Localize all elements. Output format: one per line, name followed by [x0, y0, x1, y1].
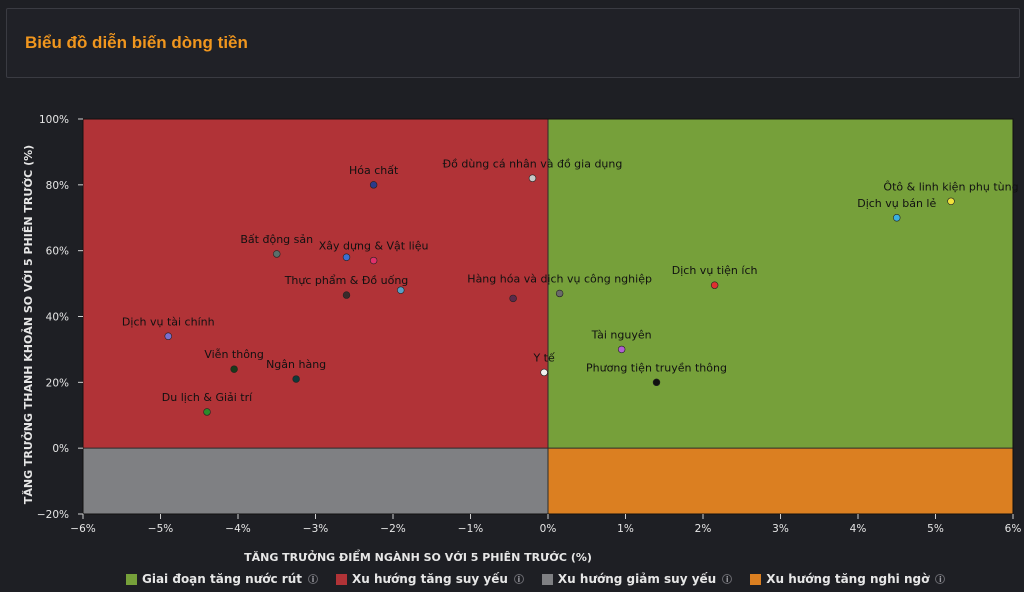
legend-swatch: [126, 573, 137, 585]
data-point[interactable]: [617, 345, 626, 354]
data-point[interactable]: [369, 181, 378, 189]
data-point[interactable]: [652, 378, 661, 387]
data-point[interactable]: [947, 197, 955, 205]
x-tick-label: −1%: [458, 523, 483, 535]
point-label: Viễn thông: [204, 348, 264, 361]
point-label: Y tế: [532, 351, 555, 364]
chart-legend: Giai đoạn tăng nước rút i Xu hướng tăng su…: [126, 571, 963, 587]
y-axis-title: TĂNG TRƯỞNG THANH KHOẢN SO VỚI 5 PHIÊN T…: [21, 145, 35, 504]
point-label: Dịch vụ tài chính: [122, 315, 215, 328]
legend-label: Xu hướng tăng nghi ngờ: [766, 572, 930, 586]
quadrant-0: [548, 119, 1013, 449]
x-tick-label: 3%: [772, 523, 789, 535]
data-point[interactable]: [369, 256, 378, 265]
y-tick-label: 60%: [46, 246, 69, 258]
legend-swatch: [335, 573, 347, 585]
data-point[interactable]: [710, 281, 719, 289]
point-label: Dịch vụ tiện ích: [672, 264, 758, 277]
legend-swatch: [750, 573, 762, 585]
data-point[interactable]: [342, 253, 351, 261]
info-icon[interactable]: i: [935, 574, 946, 584]
legend-item[interactable]: Xu hướng tăng nghi ngờ i: [750, 572, 946, 586]
info-icon[interactable]: i: [722, 574, 733, 584]
quadrant-3: [548, 448, 1013, 514]
x-tick-label: 2%: [695, 523, 712, 535]
data-point[interactable]: [528, 174, 537, 182]
point-label: Ngân hàng: [266, 358, 326, 371]
x-tick-label: −5%: [148, 523, 173, 535]
point-label: Tài nguyên: [591, 328, 652, 341]
info-icon[interactable]: i: [307, 574, 318, 584]
x-tick-label: 6%: [1005, 523, 1022, 535]
data-point[interactable]: [164, 332, 172, 340]
y-tick-label: 0%: [52, 443, 69, 455]
legend-label: Xu hướng tăng suy yếu: [351, 572, 508, 586]
chart-header-panel: Biểu đồ diễn biến dòng tiền: [6, 8, 1020, 78]
page-title: Biểu đồ diễn biến dòng tiền: [25, 33, 248, 52]
data-point[interactable]: [555, 289, 564, 298]
x-tick-label: −2%: [380, 523, 405, 535]
point-label: Du lịch & Giải trí: [162, 391, 253, 404]
point-label: Đồ dùng cá nhân và đồ gia dụng: [443, 157, 623, 170]
x-tick-label: 4%: [850, 523, 867, 535]
x-tick-label: −3%: [303, 523, 328, 535]
data-point[interactable]: [273, 250, 281, 258]
point-label: Hóa chất: [349, 164, 399, 177]
point-label: Xây dựng & Vật liệu: [319, 240, 429, 253]
x-tick-label: −6%: [70, 523, 95, 535]
point-label: Phương tiện truyền thông: [586, 361, 727, 374]
legend-label: Xu hướng giảm suy yếu: [557, 572, 717, 586]
point-label: Thực phẩm & Đồ uống: [284, 274, 409, 287]
info-icon[interactable]: i: [513, 574, 524, 584]
point-label: Hàng hóa và dịch vụ công nghiệp: [467, 272, 652, 285]
data-point[interactable]: [540, 368, 548, 377]
x-tick-label: 0%: [540, 523, 557, 535]
data-point[interactable]: [509, 294, 517, 303]
legend-label: Giai đoạn tăng nước rút: [142, 572, 302, 586]
quadrant-2: [83, 448, 548, 514]
point-label: Ôtô & linh kiện phụ tùng: [883, 180, 1018, 193]
x-tick-label: −4%: [225, 523, 250, 535]
legend-item[interactable]: Xu hướng giảm suy yếu i: [541, 572, 733, 586]
point-label: Bất động sản: [240, 233, 313, 246]
legend-item[interactable]: Xu hướng tăng suy yếu i: [335, 572, 524, 586]
quadrant-1: [83, 119, 548, 449]
legend-item[interactable]: Giai đoạn tăng nước rút i: [126, 572, 318, 586]
y-tick-label: 80%: [46, 180, 69, 192]
data-point[interactable]: [203, 408, 211, 416]
data-point[interactable]: [893, 214, 901, 222]
x-tick-label: 1%: [617, 523, 634, 535]
y-tick-label: 100%: [39, 114, 69, 126]
y-tick-label: 20%: [46, 377, 69, 389]
data-point[interactable]: [342, 291, 351, 299]
x-tick-label: 5%: [927, 523, 944, 535]
data-point[interactable]: [230, 365, 238, 373]
point-label: Dịch vụ bán lẻ: [857, 197, 936, 210]
y-tick-label: 40%: [46, 312, 69, 324]
x-axis-title: TĂNG TRƯỞNG ĐIỂM NGÀNH SO VỚI 5 PHIÊN TR…: [244, 549, 592, 564]
y-tick-label: −20%: [37, 509, 69, 521]
data-point[interactable]: [397, 286, 405, 294]
legend-swatch: [541, 573, 553, 585]
data-point[interactable]: [292, 375, 300, 383]
